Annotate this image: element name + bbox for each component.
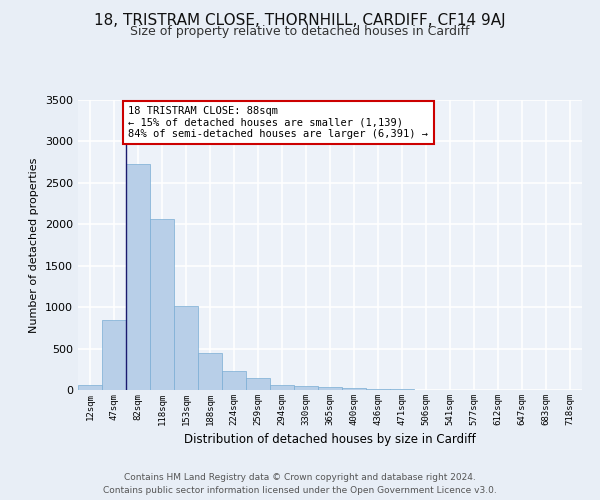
Bar bbox=[294, 386, 318, 390]
Text: Contains HM Land Registry data © Crown copyright and database right 2024.: Contains HM Land Registry data © Crown c… bbox=[124, 472, 476, 482]
Bar bbox=[390, 389, 414, 390]
Bar bbox=[78, 384, 102, 390]
Bar bbox=[342, 388, 366, 390]
Text: Size of property relative to detached houses in Cardiff: Size of property relative to detached ho… bbox=[130, 25, 470, 38]
Bar bbox=[222, 372, 246, 390]
Bar bbox=[174, 306, 198, 390]
Bar bbox=[318, 387, 342, 390]
Bar bbox=[246, 378, 270, 390]
Bar bbox=[270, 384, 294, 390]
Text: Contains public sector information licensed under the Open Government Licence v3: Contains public sector information licen… bbox=[103, 486, 497, 495]
Text: 18, TRISTRAM CLOSE, THORNHILL, CARDIFF, CF14 9AJ: 18, TRISTRAM CLOSE, THORNHILL, CARDIFF, … bbox=[94, 12, 506, 28]
Bar bbox=[198, 352, 222, 390]
Text: 18 TRISTRAM CLOSE: 88sqm
← 15% of detached houses are smaller (1,139)
84% of sem: 18 TRISTRAM CLOSE: 88sqm ← 15% of detach… bbox=[128, 106, 428, 139]
Bar bbox=[150, 220, 174, 390]
Y-axis label: Number of detached properties: Number of detached properties bbox=[29, 158, 40, 332]
Bar bbox=[102, 320, 126, 390]
Bar bbox=[366, 389, 390, 390]
X-axis label: Distribution of detached houses by size in Cardiff: Distribution of detached houses by size … bbox=[184, 434, 476, 446]
Bar bbox=[126, 164, 150, 390]
